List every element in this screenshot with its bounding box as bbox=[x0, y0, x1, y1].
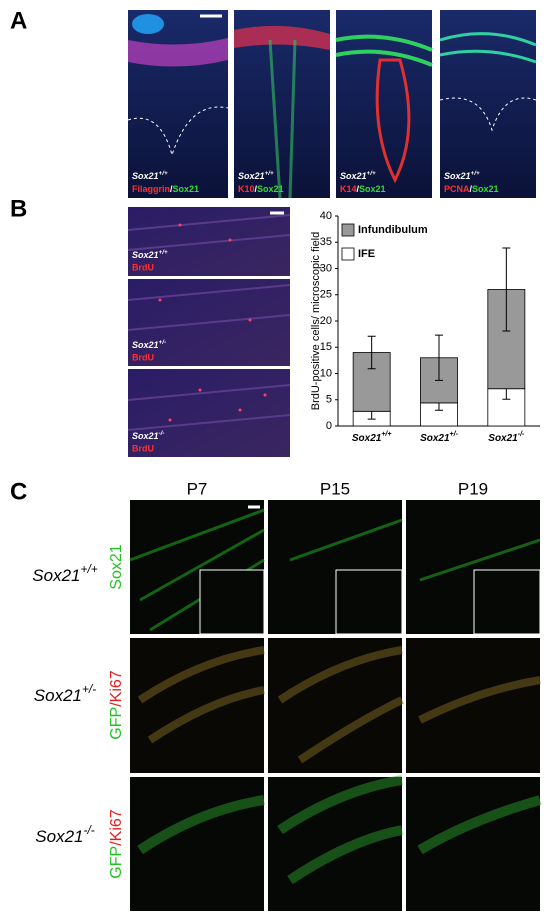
stain-part: Ki67 bbox=[108, 670, 125, 702]
tissue bbox=[335, 34, 433, 67]
nuclei bbox=[158, 223, 267, 422]
stain-part: GFP bbox=[108, 846, 125, 879]
stain-part: / bbox=[357, 184, 360, 194]
tissue bbox=[128, 38, 228, 67]
stain-part: Sox21 bbox=[472, 184, 499, 194]
bar-chart: 0 5 10 15 20 25 30 35 40 Sox21+/+ Sox21+/- Sox21-/-… bbox=[320, 210, 540, 444]
tissue bbox=[268, 39, 297, 199]
stain-part: Sox21 bbox=[257, 184, 284, 194]
stain-part: GFP bbox=[108, 707, 125, 740]
stain-label: K10/Sox21 bbox=[238, 184, 284, 194]
stain-part: K10 bbox=[238, 184, 255, 194]
texture bbox=[127, 214, 291, 431]
genotype-label: Sox21+/+ bbox=[132, 170, 168, 181]
legend-swatch bbox=[341, 223, 355, 237]
genotype-label: Sox21+/+ bbox=[132, 249, 168, 260]
stain-part: / bbox=[470, 184, 473, 194]
stain-part: / bbox=[255, 184, 258, 194]
genotype-label: Sox21+/+ bbox=[444, 170, 480, 181]
y-tick-label: 20 bbox=[320, 315, 332, 327]
stain-part: PCNA bbox=[444, 184, 470, 194]
y-tick-label: 0 bbox=[326, 420, 332, 432]
tissue bbox=[234, 25, 330, 50]
column-header: P7 bbox=[187, 479, 208, 498]
boundary bbox=[439, 97, 537, 132]
row-stain: GFP/Ki67 bbox=[108, 670, 125, 739]
x-tick-label: Sox21-/- bbox=[488, 431, 525, 443]
stain-label: BrdU bbox=[132, 443, 154, 453]
stain-label: BrdU bbox=[132, 352, 154, 362]
stain-label: K14/Sox21 bbox=[340, 184, 386, 194]
stain-part: Sox21 bbox=[108, 544, 125, 589]
panel-letter: C bbox=[10, 478, 27, 505]
y-tick-label: 35 bbox=[320, 236, 332, 248]
boundary bbox=[127, 106, 229, 157]
y-tick-label: 25 bbox=[320, 289, 332, 301]
y-tick-label: 5 bbox=[326, 394, 332, 406]
row-genotype: Sox21+/- bbox=[34, 682, 96, 705]
column-header: P15 bbox=[320, 479, 350, 498]
micrograph bbox=[440, 10, 536, 198]
stain-part: Ki67 bbox=[108, 809, 125, 841]
panel-b-images bbox=[127, 207, 291, 457]
micrograph bbox=[128, 369, 290, 457]
x-tick-label: Sox21+/+ bbox=[352, 431, 392, 443]
legend-label: IFE bbox=[358, 248, 375, 260]
micrograph bbox=[336, 10, 432, 198]
stain-part: / bbox=[108, 702, 125, 707]
row-stain: Sox21 bbox=[108, 544, 125, 589]
tissue bbox=[439, 32, 537, 64]
y-tick-label: 15 bbox=[320, 341, 332, 353]
genotype-label: Sox21-/- bbox=[132, 430, 164, 441]
error-bar bbox=[502, 247, 511, 332]
y-tick-label: 40 bbox=[320, 210, 332, 222]
stain-label: PCNA/Sox21 bbox=[444, 184, 499, 194]
genotype-label: Sox21+/+ bbox=[340, 170, 376, 181]
error-bar bbox=[367, 335, 376, 370]
row-genotype: Sox21-/- bbox=[35, 823, 94, 846]
tissue bbox=[132, 14, 164, 34]
x-tick-label: Sox21+/- bbox=[420, 431, 459, 443]
row-stain: GFP/Ki67 bbox=[108, 809, 125, 878]
stain-part: / bbox=[108, 841, 125, 846]
stain-part: / bbox=[170, 184, 173, 194]
genotype-label: Sox21+/- bbox=[132, 339, 166, 350]
legend-label: Infundibulum bbox=[358, 224, 428, 236]
stain-label: BrdU bbox=[132, 262, 154, 272]
panel-letter: B bbox=[10, 195, 27, 222]
y-tick-label: 10 bbox=[320, 367, 332, 379]
y-axis-label: BrdU-positive cells/ microscopic field bbox=[310, 232, 322, 411]
error-bar bbox=[435, 334, 443, 381]
panel-a-images bbox=[127, 10, 537, 199]
stain-part: Sox21 bbox=[173, 184, 200, 194]
legend-swatch bbox=[341, 247, 355, 261]
panel-letter: A bbox=[10, 7, 27, 34]
stain-part: Filaggrin bbox=[132, 184, 170, 194]
micrograph bbox=[128, 10, 228, 198]
tissue bbox=[375, 58, 411, 184]
stain-label: Filaggrin/Sox21 bbox=[132, 184, 199, 194]
column-header: P19 bbox=[458, 479, 488, 498]
y-tick-label: 30 bbox=[320, 262, 332, 274]
genotype-label: Sox21+/+ bbox=[238, 170, 274, 181]
row-genotype: Sox21+/+ bbox=[32, 562, 97, 585]
panel-c-images bbox=[129, 500, 542, 911]
stain-part: K14 bbox=[340, 184, 357, 194]
stain-part: Sox21 bbox=[359, 184, 386, 194]
